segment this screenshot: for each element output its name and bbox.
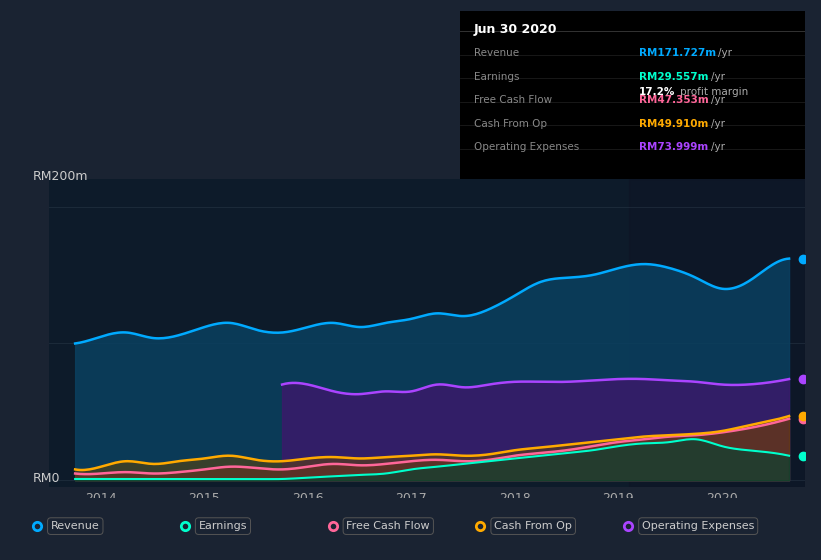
Text: /yr: /yr xyxy=(718,48,732,58)
Text: profit margin: profit margin xyxy=(681,87,749,97)
Text: /yr: /yr xyxy=(711,72,725,82)
Text: RM49.910m: RM49.910m xyxy=(639,119,709,129)
Text: RM171.727m: RM171.727m xyxy=(639,48,716,58)
Text: Earnings: Earnings xyxy=(474,72,519,82)
Text: RM0: RM0 xyxy=(33,472,60,486)
Text: Revenue: Revenue xyxy=(474,48,519,58)
Text: RM73.999m: RM73.999m xyxy=(639,142,709,152)
Bar xyxy=(629,179,805,487)
Text: RM47.353m: RM47.353m xyxy=(639,95,709,105)
Text: Cash From Op: Cash From Op xyxy=(494,521,572,531)
Text: /yr: /yr xyxy=(711,95,725,105)
Text: Operating Expenses: Operating Expenses xyxy=(642,521,754,531)
Text: Earnings: Earnings xyxy=(199,521,247,531)
Text: Operating Expenses: Operating Expenses xyxy=(474,142,579,152)
Text: Revenue: Revenue xyxy=(51,521,99,531)
Text: /yr: /yr xyxy=(711,119,725,129)
Text: Jun 30 2020: Jun 30 2020 xyxy=(474,23,557,36)
Text: RM29.557m: RM29.557m xyxy=(639,72,709,82)
Text: /yr: /yr xyxy=(711,142,725,152)
Text: Free Cash Flow: Free Cash Flow xyxy=(474,95,552,105)
Text: RM200m: RM200m xyxy=(33,170,89,183)
Text: 17.2%: 17.2% xyxy=(639,87,676,97)
Text: Cash From Op: Cash From Op xyxy=(474,119,547,129)
Text: Free Cash Flow: Free Cash Flow xyxy=(346,521,430,531)
